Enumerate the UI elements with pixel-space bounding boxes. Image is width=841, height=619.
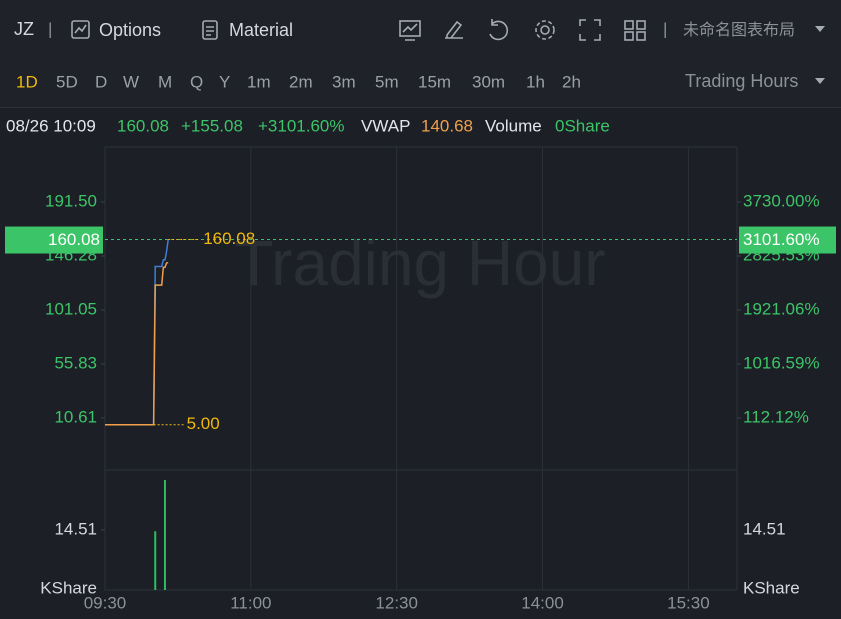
plot-frame: [104, 146, 738, 591]
x-tick-label: 12:30: [375, 593, 418, 612]
undo-icon[interactable]: [489, 19, 509, 41]
period-button[interactable]: 2h: [562, 72, 581, 91]
settings-icon[interactable]: [535, 20, 555, 40]
y-tick-label: 191.50: [45, 191, 97, 210]
low-label: 5.00: [187, 414, 220, 433]
y2-tick-label: 3730.00%: [743, 191, 820, 210]
volume-bar: [154, 531, 157, 590]
period-button[interactable]: 5D: [56, 72, 78, 91]
period-button[interactable]: 3m: [332, 72, 356, 91]
layout-icon[interactable]: [624, 20, 646, 41]
period-button[interactable]: 5m: [375, 72, 399, 91]
x-tick-label: 09:30: [84, 593, 127, 612]
volume-tick-label: 14.51: [54, 519, 97, 538]
material-icon[interactable]: [202, 20, 218, 40]
series-line: [105, 239, 169, 426]
x-tick-label: 15:30: [667, 593, 710, 612]
info-volume: 0Share: [555, 116, 610, 135]
series-line: [105, 261, 169, 426]
volume-tick-label: 14.51: [743, 519, 786, 538]
info-price: 160.08: [117, 116, 169, 135]
info-vwap-label: VWAP: [361, 116, 410, 135]
period-button[interactable]: 1h: [526, 72, 545, 91]
last-price-label: 160.08: [48, 230, 100, 249]
plot: 09:30 11:00 12:30 14:00 15:30191.50146.28101…: [5, 147, 836, 612]
period-button[interactable]: D: [95, 72, 107, 91]
options-button[interactable]: Options: [99, 20, 161, 40]
y-tick-label: 10.61: [54, 407, 97, 426]
options-icon[interactable]: [71, 20, 90, 39]
period-button[interactable]: W: [123, 72, 139, 91]
period-button[interactable]: 30m: [472, 72, 505, 91]
y2-tick-label: 1921.06%: [743, 299, 820, 318]
y-tick-label: 55.83: [54, 353, 97, 372]
period-button[interactable]: 15m: [418, 72, 451, 91]
x-tick-label: 14:00: [521, 593, 564, 612]
period-button[interactable]: Y: [219, 72, 230, 91]
last-pct-label: 3101.60%: [743, 230, 820, 249]
dropdown-arrow[interactable]: [815, 26, 825, 32]
session-select[interactable]: Trading Hours: [685, 71, 798, 91]
last-price-box: [5, 226, 103, 254]
info-vwap: 140.68: [421, 116, 473, 135]
last-pct-box: [739, 226, 836, 254]
divider: |: [663, 19, 667, 38]
info-datetime: 08/26 10:09: [6, 116, 96, 135]
divider: |: [48, 19, 52, 38]
period-bar: 1D 5D D W M Q Y 1m 2m 3m 5m 15m 30m 1h 2h: [16, 72, 581, 91]
period-button[interactable]: 1m: [247, 72, 271, 91]
symbol[interactable]: JZ: [14, 19, 34, 39]
volume-unit: KShare: [743, 578, 800, 597]
y2-tick-label: 112.12%: [743, 407, 809, 426]
volume-bar: [163, 480, 166, 590]
y-tick-label: 101.05: [45, 299, 97, 318]
indicator-icon[interactable]: [399, 20, 421, 41]
info-change-pct: +3101.60%: [258, 116, 345, 135]
period-button[interactable]: 1D: [16, 72, 38, 91]
toolbar-bg: [0, 0, 841, 107]
period-button[interactable]: M: [158, 72, 172, 91]
y2-tick-label: 1016.59%: [743, 353, 820, 372]
draw-icon[interactable]: [445, 20, 463, 39]
info-change: +155.08: [181, 116, 243, 135]
layout-name[interactable]: 未命名图表布局: [683, 21, 795, 39]
material-button[interactable]: Material: [229, 20, 293, 40]
dropdown-arrow[interactable]: [815, 78, 825, 84]
period-button[interactable]: Q: [190, 72, 203, 91]
watermark: Trading Hour: [234, 227, 605, 299]
volume-unit: KShare: [40, 578, 97, 597]
high-label: 160.08: [203, 229, 255, 248]
x-tick-label: 11:00: [230, 593, 271, 612]
info-volume-label: Volume: [485, 116, 542, 135]
period-button[interactable]: 2m: [289, 72, 313, 91]
fullscreen-icon[interactable]: [579, 19, 601, 41]
